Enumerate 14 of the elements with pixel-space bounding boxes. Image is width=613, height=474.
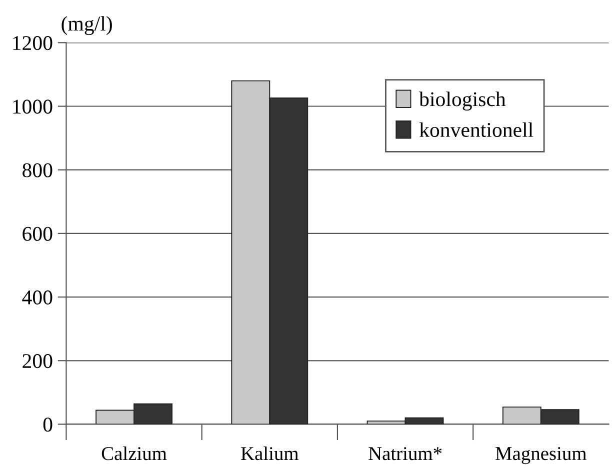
- y-tick-label: 1200: [13, 36, 52, 50]
- y-axis-title: (mg/l): [62, 16, 112, 36]
- y-tick-label: 1000: [13, 100, 52, 114]
- legend-label: konventionell: [419, 122, 534, 137]
- x-tick-label: Calzium: [102, 446, 167, 460]
- y-tick-label: 200: [22, 354, 52, 368]
- y-tick-label: 800: [22, 163, 52, 178]
- x-tick-label: Magnesium: [496, 447, 586, 464]
- y-tick-label: 600: [22, 226, 52, 241]
- legend-label: biologisch: [419, 92, 506, 111]
- y-tick-label: 400: [22, 290, 52, 304]
- x-tick-label: Natrium*: [368, 447, 442, 460]
- x-tick-label: Kalium: [241, 446, 298, 460]
- y-tick-label: 0: [43, 418, 52, 432]
